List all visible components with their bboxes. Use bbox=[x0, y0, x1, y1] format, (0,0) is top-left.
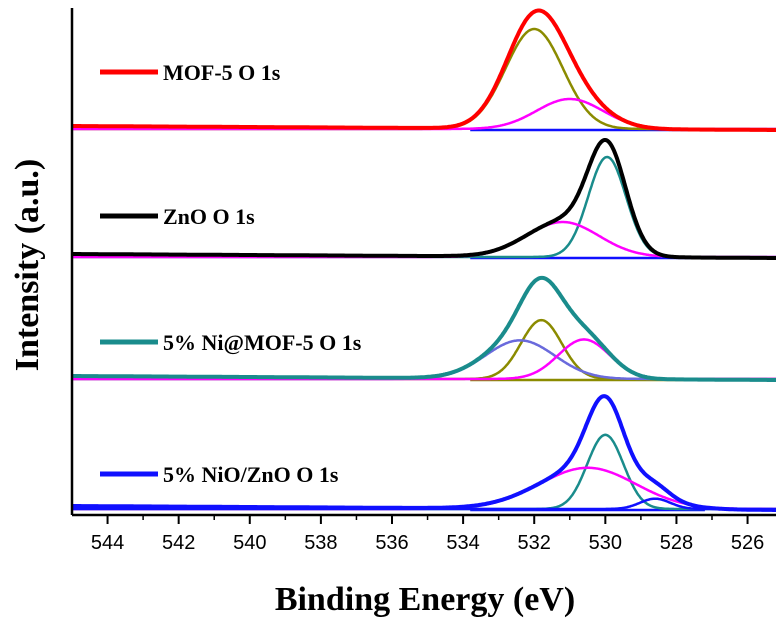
x-axis-ticks: 544 542 540 538 536 534 532 530 528 526 bbox=[91, 515, 764, 554]
plot-panels bbox=[72, 8, 776, 512]
x-tick-label: 526 bbox=[731, 532, 764, 554]
x-tick-label: 528 bbox=[660, 532, 693, 554]
envelope-curve bbox=[72, 8, 776, 132]
x-tick-label: 534 bbox=[446, 532, 479, 554]
envelope-curve bbox=[72, 138, 776, 260]
x-tick-label: 540 bbox=[233, 532, 266, 554]
envelope-curve bbox=[72, 394, 776, 512]
legend-label: ZnO O 1s bbox=[163, 204, 255, 229]
legend-label: MOF-5 O 1s bbox=[163, 60, 281, 85]
x-tick-label: 544 bbox=[91, 532, 124, 554]
x-tick-label: 530 bbox=[589, 532, 622, 554]
x-tick-label: 536 bbox=[375, 532, 408, 554]
x-tick-label: 532 bbox=[518, 532, 551, 554]
y-axis-title: Intensity (a.u.) bbox=[9, 159, 46, 372]
envelope-curve bbox=[72, 275, 776, 382]
x-tick-label: 542 bbox=[162, 532, 195, 554]
panel-1 bbox=[72, 8, 776, 132]
panel-3 bbox=[72, 275, 776, 382]
component-peak bbox=[72, 97, 776, 131]
legend-label: 5% Ni@MOF-5 O 1s bbox=[163, 330, 362, 355]
panel-2 bbox=[72, 138, 776, 260]
panel-4 bbox=[72, 394, 776, 512]
x-axis-title: Binding Energy (eV) bbox=[275, 581, 575, 618]
x-tick-label: 538 bbox=[304, 532, 337, 554]
plot-frame bbox=[70, 8, 776, 517]
legend: MOF-5 O 1s ZnO O 1s 5% Ni@MOF-5 O 1s 5% NiO… bbox=[100, 60, 362, 487]
legend-label: 5% NiO/ZnO O 1s bbox=[163, 462, 339, 487]
